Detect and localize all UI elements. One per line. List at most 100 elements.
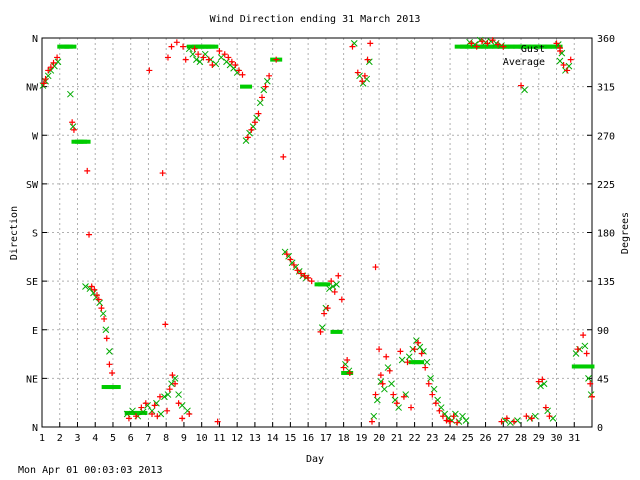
data-point [168,380,175,388]
data-point [425,380,432,387]
data-point [255,110,262,117]
data-point [240,84,253,89]
y-tick-label: N [32,423,38,434]
data-point [69,123,77,130]
data-point [308,278,315,285]
data-point [436,407,443,414]
data-point [51,62,58,70]
data-point [468,40,475,47]
data-point [47,64,54,71]
data-point [101,315,108,322]
data-point [148,407,156,415]
y-tick-label: W [32,131,39,142]
x-tick-label: 4 [92,433,98,444]
x-tick-label: 21 [391,433,403,444]
data-point [404,359,411,366]
data-point [338,296,345,303]
data-point [581,342,589,350]
data-point [108,385,121,390]
data-point [180,43,187,50]
data-point [318,282,331,287]
legend-marker-gust [557,45,563,51]
data-point [333,281,340,288]
y2-tick-label: 225 [597,180,615,191]
x-tick-label: 18 [338,433,350,444]
x-tick-label: 20 [373,433,385,444]
data-point [484,40,491,47]
y2-tick-label: 270 [597,131,615,142]
data-point [248,126,255,133]
data-point [359,78,366,85]
data-point [372,264,379,271]
data-point [69,119,76,126]
data-point [459,412,466,420]
data-point [535,378,542,385]
data-point [216,47,223,54]
data-point [330,329,343,334]
data-point [344,357,351,364]
data-point [106,361,113,368]
legend-label-average: Average [503,57,545,68]
data-point [239,71,246,78]
data-point [168,43,175,50]
x-axis-label: Day [306,454,324,465]
data-point [129,407,136,415]
data-point [429,391,436,398]
data-point [326,285,333,293]
data-point [567,56,574,63]
data-point [94,292,100,299]
data-point [172,380,179,387]
data-point [400,393,407,400]
data-point [67,90,74,98]
data-point [542,404,549,411]
data-point [427,375,434,382]
data-point [91,286,98,293]
grid [41,37,592,428]
data-point [418,350,425,357]
data-point [179,415,186,422]
data-point [587,380,594,387]
y-tick-label: NE [26,374,38,385]
data-point [321,310,328,317]
data-point [305,274,312,281]
data-point [200,54,207,61]
data-point [225,54,232,61]
x-tick-label: 30 [550,433,562,444]
x-tick-label: 24 [444,433,456,444]
x-tick-label: 2 [57,433,63,444]
data-point [175,391,182,398]
data-point [462,417,470,424]
data-point [78,139,91,144]
legend-marker [557,45,563,51]
data-point [373,396,381,404]
y-tick-label: S [32,229,38,240]
data-point [494,41,501,48]
x-tick-label: 28 [515,433,527,444]
data-point [164,391,172,398]
x-tick-label: 22 [409,433,421,444]
data-point [447,418,454,425]
data-point [560,62,567,69]
data-point [408,404,415,411]
data-point [221,51,228,58]
data-point [432,400,439,407]
data-point [354,69,361,76]
data-point [263,77,271,85]
data-point [388,380,395,388]
data-point [479,38,485,45]
data-point [411,346,418,353]
x-tick-label: 31 [568,433,580,444]
data-point [381,385,388,393]
data-point [500,43,507,50]
data-point [301,272,308,279]
data-point [450,413,457,420]
data-point [367,40,374,47]
data-point [398,356,406,364]
data-point [290,261,297,268]
data-point [564,67,571,74]
data-point [372,391,379,398]
timestamp: Mon Apr 01 00:03:03 2013 [18,465,163,476]
data-point [161,393,168,401]
y2-tick-label: 0 [597,423,603,434]
data-point [523,413,530,420]
